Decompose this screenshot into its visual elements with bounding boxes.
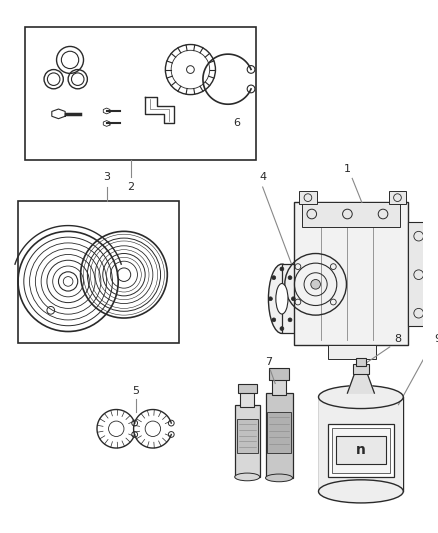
Bar [336,435,386,464]
Polygon shape [347,372,374,393]
Bar [235,405,260,477]
Circle shape [311,279,321,289]
Text: 7: 7 [265,357,272,367]
Ellipse shape [265,474,293,482]
Ellipse shape [268,264,295,334]
Bar [237,384,257,393]
Circle shape [272,318,276,322]
Bar [353,364,369,374]
Bar [294,203,408,345]
Bar [328,424,394,477]
Circle shape [280,327,284,330]
Circle shape [288,318,292,322]
Bar [237,419,258,453]
Bar [272,378,286,395]
Text: n: n [356,443,366,457]
Bar [265,393,293,478]
Bar [302,203,400,227]
Bar [299,191,317,204]
Text: 4: 4 [259,172,266,182]
Text: 3: 3 [103,172,110,182]
Text: 2: 2 [127,182,134,192]
Ellipse shape [276,284,288,314]
Circle shape [288,276,292,280]
Ellipse shape [316,264,343,334]
Bar [25,27,256,160]
Bar [332,428,390,473]
Text: 1: 1 [344,164,351,174]
Circle shape [272,276,276,280]
Text: 6: 6 [233,118,240,128]
Bar [269,368,289,379]
Text: 9: 9 [434,334,438,344]
Bar [268,413,290,453]
Bar [240,391,254,407]
Bar [356,359,366,366]
Circle shape [291,297,295,301]
Bar [328,345,376,359]
Bar [408,222,429,326]
Ellipse shape [318,480,403,503]
Text: 8: 8 [394,334,401,344]
Bar [318,397,403,491]
Circle shape [280,267,284,271]
Ellipse shape [318,385,403,409]
Text: 5: 5 [132,386,139,396]
Circle shape [268,297,272,301]
Ellipse shape [235,473,260,481]
Bar [282,264,329,334]
Bar [18,200,179,343]
Bar [389,191,406,204]
